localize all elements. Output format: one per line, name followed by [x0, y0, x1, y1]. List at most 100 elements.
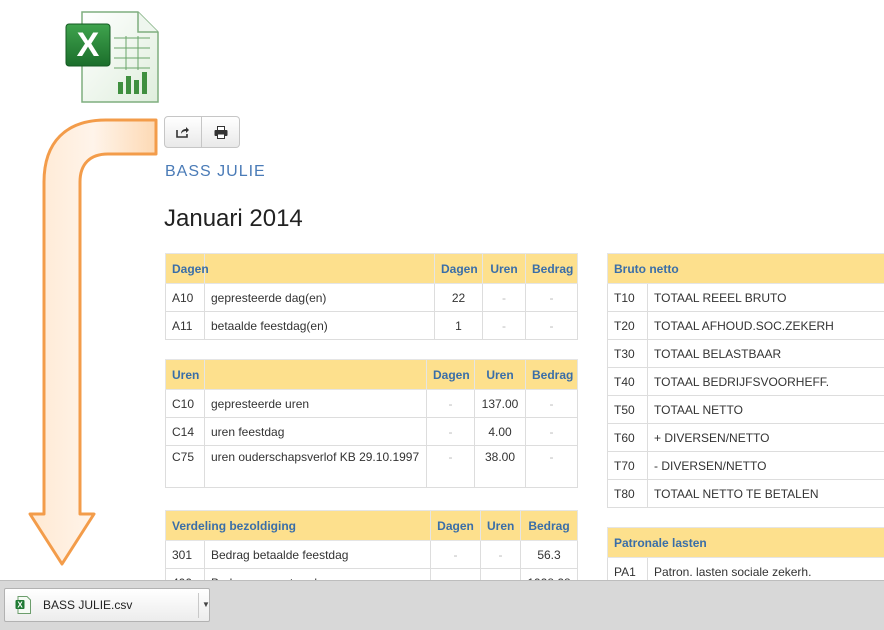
column-header: Dagen: [427, 360, 475, 390]
column-header: Bedrag: [526, 254, 578, 284]
row-label: uren feestdag: [205, 418, 427, 446]
row-label: gepresteerde dag(en): [205, 284, 435, 312]
row-label: uren ouderschapsverlof KB 29.10.1997: [205, 446, 427, 488]
dagen-value: -: [427, 390, 475, 418]
column-header: Patronale lasten: [608, 528, 884, 558]
dagen-value: -: [427, 418, 475, 446]
share-button[interactable]: [164, 116, 202, 148]
dagen-table: Dagen Dagen Uren Bedrag A10 gepresteerde…: [165, 253, 578, 340]
excel-file-icon: X: [15, 596, 31, 614]
uren-value: -: [481, 541, 521, 569]
table-header-row: Dagen Dagen Uren Bedrag: [166, 254, 578, 284]
column-header: Uren: [483, 254, 526, 284]
svg-text:X: X: [77, 26, 100, 64]
table-row: C75 uren ouderschapsverlof KB 29.10.1997…: [166, 446, 578, 488]
uren-value: -: [483, 284, 526, 312]
download-file-name: BASS JULIE.csv: [43, 598, 132, 612]
table-header-row: Bruto netto: [608, 254, 884, 284]
bedrag-value: 56.3: [521, 541, 578, 569]
bedrag-value: -: [526, 390, 578, 418]
row-code: C10: [166, 390, 205, 418]
row-label: TOTAAL REEEL BRUTO: [648, 284, 884, 312]
report-toolbar: [164, 116, 240, 148]
row-code: T70: [608, 452, 648, 480]
column-header: Uren: [166, 360, 205, 390]
dagen-value: -: [431, 541, 481, 569]
row-code: 301: [166, 541, 205, 569]
row-label: - DIVERSEN/NETTO: [648, 452, 884, 480]
table-row: A10 gepresteerde dag(en) 22 - -: [166, 284, 578, 312]
row-code: T20: [608, 312, 648, 340]
row-code: T40: [608, 368, 648, 396]
table-row: T70- DIVERSEN/NETTO: [608, 452, 884, 480]
dagen-value: 1: [435, 312, 483, 340]
row-label: TOTAAL BEDRIJFSVOORHEFF.: [648, 368, 884, 396]
bedrag-value: -: [526, 284, 578, 312]
row-label: Bedrag betaalde feestdag: [205, 541, 431, 569]
print-icon: [214, 126, 228, 139]
row-code: T80: [608, 480, 648, 508]
column-header: Dagen: [166, 254, 205, 284]
row-code: A10: [166, 284, 205, 312]
table-row: A11 betaalde feestdag(en) 1 - -: [166, 312, 578, 340]
row-label: TOTAAL NETTO: [648, 396, 884, 424]
table-row: C10 gepresteerde uren - 137.00 -: [166, 390, 578, 418]
column-header: Verdeling bezoldiging: [166, 511, 431, 541]
row-code: T60: [608, 424, 648, 452]
uren-value: 4.00: [475, 418, 526, 446]
column-header: Uren: [475, 360, 526, 390]
employee-name: BASS JULIE: [165, 163, 266, 181]
table-row: C14 uren feestdag - 4.00 -: [166, 418, 578, 446]
dagen-value: 22: [435, 284, 483, 312]
row-code: T50: [608, 396, 648, 424]
dagen-value: -: [427, 446, 475, 488]
excel-icon: X: [62, 8, 162, 104]
column-header: Dagen: [435, 254, 483, 284]
row-code: C14: [166, 418, 205, 446]
row-label: betaalde feestdag(en): [205, 312, 435, 340]
column-header: Uren: [481, 511, 521, 541]
row-code: A11: [166, 312, 205, 340]
uren-value: 38.00: [475, 446, 526, 488]
table-header-row: Uren Dagen Uren Bedrag: [166, 360, 578, 390]
table-row: T60+ DIVERSEN/NETTO: [608, 424, 884, 452]
row-label: TOTAAL AFHOUD.SOC.ZEKERH: [648, 312, 884, 340]
column-header: Dagen: [431, 511, 481, 541]
uren-value: -: [483, 312, 526, 340]
download-item[interactable]: X BASS JULIE.csv ▼: [4, 588, 210, 622]
column-header: Bedrag: [521, 511, 578, 541]
row-label: gepresteerde uren: [205, 390, 427, 418]
svg-text:X: X: [17, 601, 23, 610]
row-code: C75: [166, 446, 205, 488]
table-header-row: Verdeling bezoldiging Dagen Uren Bedrag: [166, 511, 578, 541]
row-label: TOTAAL BELASTBAAR: [648, 340, 884, 368]
bedrag-value: -: [526, 446, 578, 488]
chevron-down-icon[interactable]: ▼: [202, 600, 210, 609]
row-label: TOTAAL NETTO TE BETALEN: [648, 480, 884, 508]
table-header-row: Patronale lasten: [608, 528, 884, 558]
row-label: + DIVERSEN/NETTO: [648, 424, 884, 452]
uren-table: Uren Dagen Uren Bedrag C10 gepresteerde …: [165, 359, 578, 488]
download-divider: [198, 593, 199, 618]
download-bar: X BASS JULIE.csv ▼: [0, 580, 884, 630]
print-button[interactable]: [202, 116, 240, 148]
arrow-down-icon: [26, 116, 166, 568]
column-header: Bedrag: [526, 360, 578, 390]
table-row: 301 Bedrag betaalde feestdag - - 56.3: [166, 541, 578, 569]
column-header: Bruto netto: [608, 254, 884, 284]
bedrag-value: -: [526, 418, 578, 446]
bedrag-value: -: [526, 312, 578, 340]
row-code: T10: [608, 284, 648, 312]
page-title: Januari 2014: [164, 205, 303, 233]
share-icon: [176, 126, 190, 138]
row-code: T30: [608, 340, 648, 368]
uren-value: 137.00: [475, 390, 526, 418]
